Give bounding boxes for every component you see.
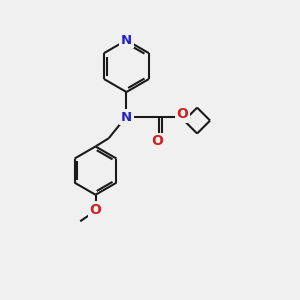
Text: O: O — [176, 107, 188, 121]
Text: O: O — [152, 134, 163, 148]
Text: N: N — [121, 110, 132, 124]
Text: N: N — [121, 34, 132, 47]
Text: O: O — [90, 203, 101, 217]
